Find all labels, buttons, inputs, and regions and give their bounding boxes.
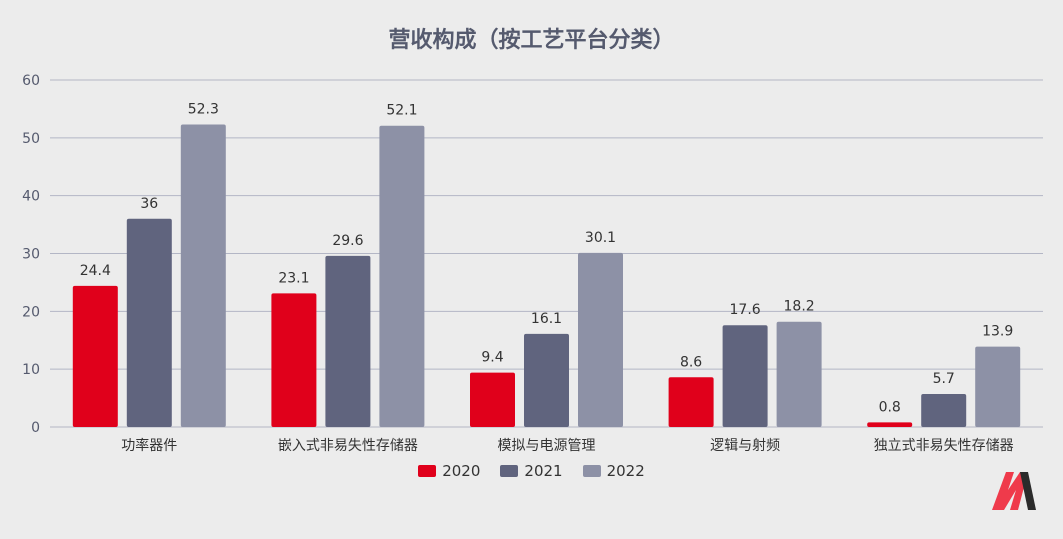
bar (126, 218, 172, 427)
bar (722, 325, 768, 427)
bar (325, 255, 371, 427)
data-label: 16.1 (531, 311, 562, 327)
data-label: 9.4 (481, 350, 503, 366)
data-label: 29.6 (332, 233, 363, 249)
x-tick-label: 逻辑与射频 (710, 438, 780, 454)
legend-label: 2020 (442, 462, 481, 480)
y-tick-label: 50 (22, 131, 40, 147)
legend-item: 2020 (418, 462, 480, 480)
bar (668, 377, 714, 427)
legend-swatch (418, 465, 437, 477)
y-tick-label: 20 (22, 304, 40, 320)
bar (975, 346, 1021, 427)
y-tick-label: 40 (22, 189, 40, 205)
data-label: 5.7 (933, 371, 955, 387)
data-label: 0.8 (879, 399, 901, 415)
x-tick-label: 模拟与电源管理 (498, 438, 596, 454)
data-label: 36 (140, 196, 158, 212)
legend-label: 2022 (606, 462, 645, 480)
bar (776, 321, 822, 427)
chart-title: 营收构成（按工艺平台分类） (388, 28, 675, 53)
legend-swatch (582, 465, 601, 477)
bar (524, 333, 569, 427)
legend-item: 2021 (500, 462, 563, 480)
y-tick-label: 30 (22, 247, 40, 263)
data-label: 13.9 (982, 324, 1013, 340)
bar (867, 422, 913, 427)
bar (72, 285, 118, 427)
data-label: 52.3 (188, 102, 219, 118)
bar (470, 372, 515, 427)
data-label: 24.4 (80, 263, 111, 279)
data-label: 30.1 (585, 230, 616, 246)
brand-logo-icon (992, 472, 1036, 510)
legend: 2020 2021 2022 (0, 462, 1063, 480)
x-tick-label: 功率器件 (121, 437, 177, 454)
data-label: 52.1 (386, 103, 417, 119)
bar (271, 293, 317, 427)
x-tick-label: 独立式非易失性存储器 (874, 438, 1014, 454)
bar (578, 252, 623, 427)
y-tick-label: 10 (22, 362, 40, 378)
legend-label: 2021 (524, 462, 563, 480)
bar (180, 124, 226, 427)
legend-item: 2022 (582, 462, 645, 480)
legend-swatch (500, 465, 519, 477)
data-label: 8.6 (680, 354, 702, 370)
y-tick-label: 60 (22, 73, 40, 89)
data-label: 17.6 (730, 302, 761, 318)
data-label: 23.1 (278, 270, 309, 286)
bar (379, 125, 425, 428)
data-label: 18.2 (784, 299, 815, 315)
bar (921, 394, 967, 427)
bar-chart: 0 10 20 30 40 50 60 24.4 36 52.3 功率器件 23.1 29.6 52.1 嵌… (22, 73, 1043, 454)
x-tick-label: 嵌入式非易失性存储器 (278, 438, 418, 454)
y-tick-label: 0 (31, 420, 40, 436)
